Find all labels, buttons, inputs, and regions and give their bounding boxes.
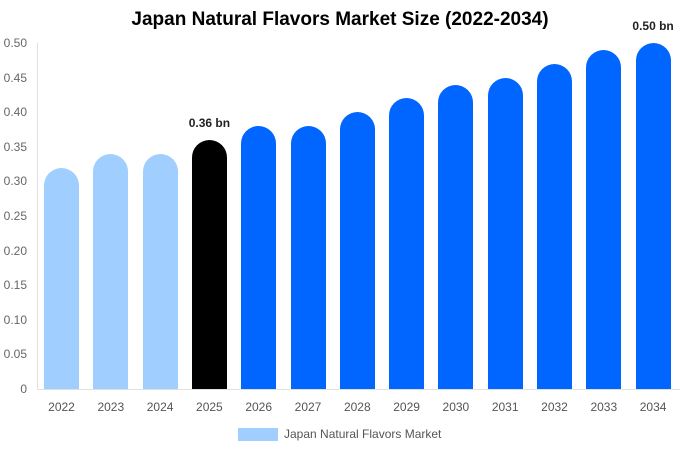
bar-2033[interactable]	[586, 49, 622, 389]
y-tick-label: 0.50	[3, 36, 27, 50]
bar-2025[interactable]	[191, 139, 227, 389]
x-tick-label: 2033	[590, 400, 618, 414]
x-tick-label: 2029	[393, 400, 420, 414]
x-tick-label: 2023	[97, 400, 125, 414]
y-axis-line	[37, 43, 38, 389]
x-tick-label: 2026	[245, 400, 273, 414]
y-tick-label: 0.40	[3, 105, 27, 120]
x-tick-label: 2028	[343, 400, 371, 414]
bar-2031[interactable]	[487, 77, 523, 389]
bar-2024[interactable]	[142, 153, 178, 389]
bar-2026[interactable]	[241, 126, 277, 389]
y-tick-label: 0.15	[3, 278, 27, 293]
y-tick-label: 0.10	[3, 312, 27, 327]
bar-2027[interactable]	[290, 126, 326, 389]
bar-2032[interactable]	[537, 63, 572, 389]
x-axis-line	[37, 389, 680, 390]
x-tick-label: 2032	[541, 400, 568, 414]
y-tick-label: 0.30	[3, 174, 27, 189]
y-tick-label: 0.25	[3, 209, 27, 223]
bar-2034[interactable]	[635, 43, 671, 389]
bar-2030[interactable]	[438, 84, 474, 389]
legend-swatch	[238, 427, 278, 441]
x-tick-label: 2030	[442, 400, 470, 414]
data-label: 0.50 bn	[632, 19, 674, 33]
legend-label: Japan Natural Flavors Market	[284, 427, 442, 441]
y-tick-label: 0.35	[3, 139, 27, 154]
chart-title: Japan Natural Flavors Market Size (2022-…	[131, 9, 549, 30]
legend[interactable]: Japan Natural Flavors Market	[238, 427, 441, 441]
x-tick-label: 2024	[146, 400, 174, 414]
y-tick-label: 0.20	[3, 243, 27, 258]
x-tick-label: 2034	[639, 400, 667, 414]
data-label: 0.36 bn	[188, 115, 231, 130]
x-tick-label: 2025	[196, 400, 223, 414]
x-tick-label: 2027	[294, 400, 322, 414]
x-tick-label: 2022	[48, 400, 75, 414]
y-tick-label: 0	[20, 382, 27, 396]
bar-2028[interactable]	[339, 112, 375, 389]
y-tick-label: 0.05	[3, 347, 27, 362]
y-tick-label: 0.45	[3, 70, 27, 85]
bar-2029[interactable]	[389, 98, 425, 389]
bar-2023[interactable]	[93, 153, 129, 389]
bar-2022[interactable]	[44, 167, 79, 389]
x-tick-label: 2031	[491, 400, 519, 414]
